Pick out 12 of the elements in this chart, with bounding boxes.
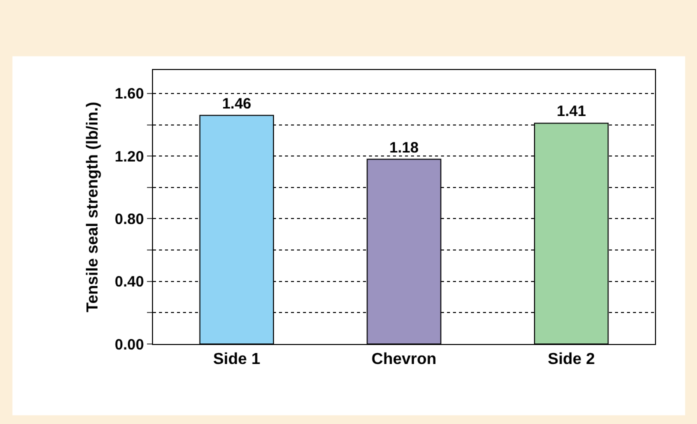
data-label: 1.41 [556, 103, 586, 120]
x-tick-label: Side 2 [548, 351, 595, 368]
y-tick-label: 0.40 [114, 274, 144, 291]
data-label: 1.46 [222, 95, 252, 112]
y-tick-label: 1.60 [114, 86, 144, 103]
x-tick-label: Side 1 [213, 351, 260, 368]
y-tick-label: 0.00 [114, 336, 144, 354]
y-axis-title: Tensile seal strength (lb/in.) [84, 102, 102, 312]
y-tick-label: 1.20 [114, 148, 144, 166]
y-tick-label: 0.80 [114, 210, 144, 228]
data-label: 1.18 [389, 139, 419, 156]
x-tick-label: Chevron [372, 351, 436, 368]
